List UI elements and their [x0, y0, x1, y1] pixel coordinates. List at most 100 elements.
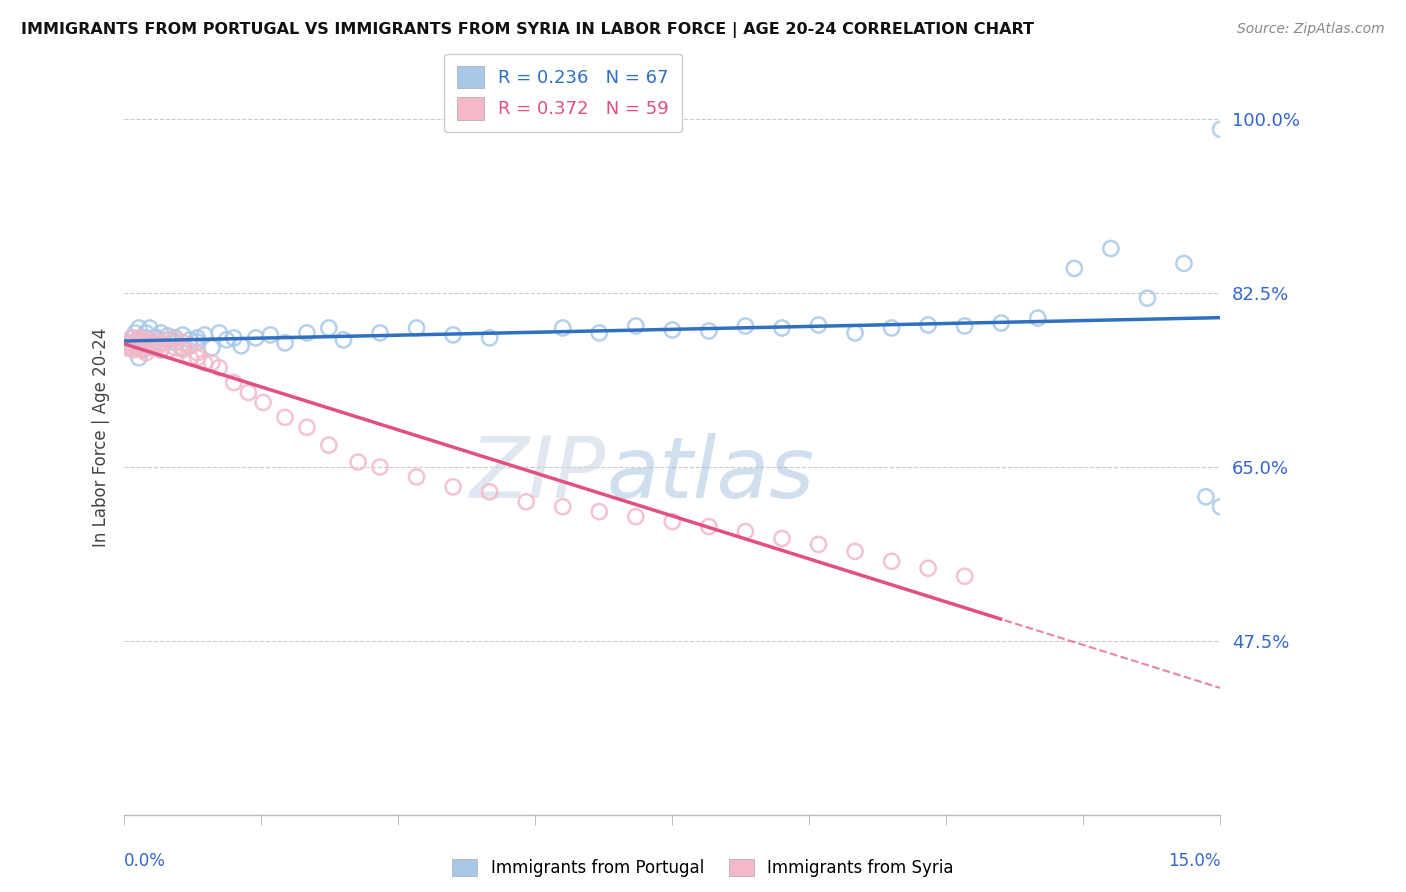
Point [515, 495, 537, 509]
Point [121, 331, 143, 345]
Point [697, 324, 720, 338]
Point [1099, 242, 1122, 256]
Text: |: | [260, 814, 263, 825]
Point [208, 326, 231, 340]
Point [405, 321, 427, 335]
Point [128, 335, 150, 350]
Point [551, 321, 574, 335]
Point [135, 341, 157, 355]
Text: |: | [945, 814, 948, 825]
Point [222, 331, 245, 345]
Point [128, 351, 150, 365]
Text: |: | [808, 814, 811, 825]
Text: |: | [671, 814, 673, 825]
Point [231, 339, 253, 353]
Point [149, 343, 172, 357]
Point [179, 333, 201, 347]
Point [142, 339, 165, 353]
Point [120, 335, 142, 350]
Point [172, 341, 194, 355]
Point [734, 524, 756, 539]
Point [129, 339, 152, 353]
Point [274, 335, 297, 350]
Point [135, 331, 157, 345]
Point [208, 360, 231, 375]
Point [441, 327, 464, 342]
Point [135, 335, 157, 350]
Point [157, 333, 180, 347]
Point [624, 509, 647, 524]
Point [441, 480, 464, 494]
Point [165, 333, 187, 347]
Point [121, 335, 143, 350]
Point [1209, 500, 1232, 514]
Point [135, 335, 157, 350]
Point [135, 346, 157, 360]
Point [149, 343, 172, 357]
Point [274, 410, 297, 425]
Text: |: | [1219, 814, 1222, 825]
Point [990, 316, 1012, 330]
Point [124, 339, 146, 353]
Point [186, 351, 208, 365]
Text: ZIP: ZIP [471, 434, 606, 516]
Point [127, 333, 149, 347]
Point [128, 331, 150, 345]
Point [770, 532, 793, 546]
Point [149, 338, 172, 352]
Point [1026, 311, 1049, 326]
Point [165, 335, 187, 350]
Point [245, 331, 267, 345]
Point [295, 326, 318, 340]
Point [222, 376, 245, 390]
Point [194, 356, 217, 370]
Point [157, 329, 180, 343]
Point [1209, 122, 1232, 136]
Y-axis label: In Labor Force | Age 20-24: In Labor Force | Age 20-24 [93, 327, 110, 547]
Point [478, 484, 501, 499]
Point [172, 343, 194, 357]
Text: atlas: atlas [606, 434, 814, 516]
Point [624, 318, 647, 333]
Point [172, 335, 194, 350]
Point [142, 333, 165, 347]
Text: |: | [122, 814, 127, 825]
Point [917, 318, 939, 332]
Point [149, 335, 172, 350]
Point [165, 341, 187, 355]
Point [165, 331, 187, 345]
Point [770, 321, 793, 335]
Text: |: | [534, 814, 537, 825]
Point [807, 537, 830, 551]
Text: IMMIGRANTS FROM PORTUGAL VS IMMIGRANTS FROM SYRIA IN LABOR FORCE | AGE 20-24 COR: IMMIGRANTS FROM PORTUGAL VS IMMIGRANTS F… [21, 22, 1033, 38]
Point [259, 327, 281, 342]
Point [238, 385, 260, 400]
Point [588, 326, 610, 340]
Point [136, 341, 159, 355]
Point [129, 339, 152, 353]
Text: Source: ZipAtlas.com: Source: ZipAtlas.com [1237, 22, 1385, 37]
Point [405, 470, 427, 484]
Point [844, 326, 866, 340]
Point [149, 335, 172, 350]
Point [201, 341, 224, 355]
Point [122, 331, 145, 345]
Point [120, 341, 142, 355]
Point [186, 331, 208, 345]
Point [588, 505, 610, 519]
Point [551, 500, 574, 514]
Point [332, 333, 354, 347]
Point [697, 519, 720, 533]
Point [318, 438, 340, 452]
Point [953, 318, 976, 333]
Point [1195, 490, 1218, 504]
Point [880, 321, 903, 335]
Point [917, 561, 939, 575]
Point [131, 343, 153, 357]
Point [142, 341, 165, 355]
Point [1136, 291, 1159, 305]
Point [172, 327, 194, 342]
Point [186, 334, 208, 349]
Point [128, 321, 150, 335]
Point [1173, 256, 1195, 270]
